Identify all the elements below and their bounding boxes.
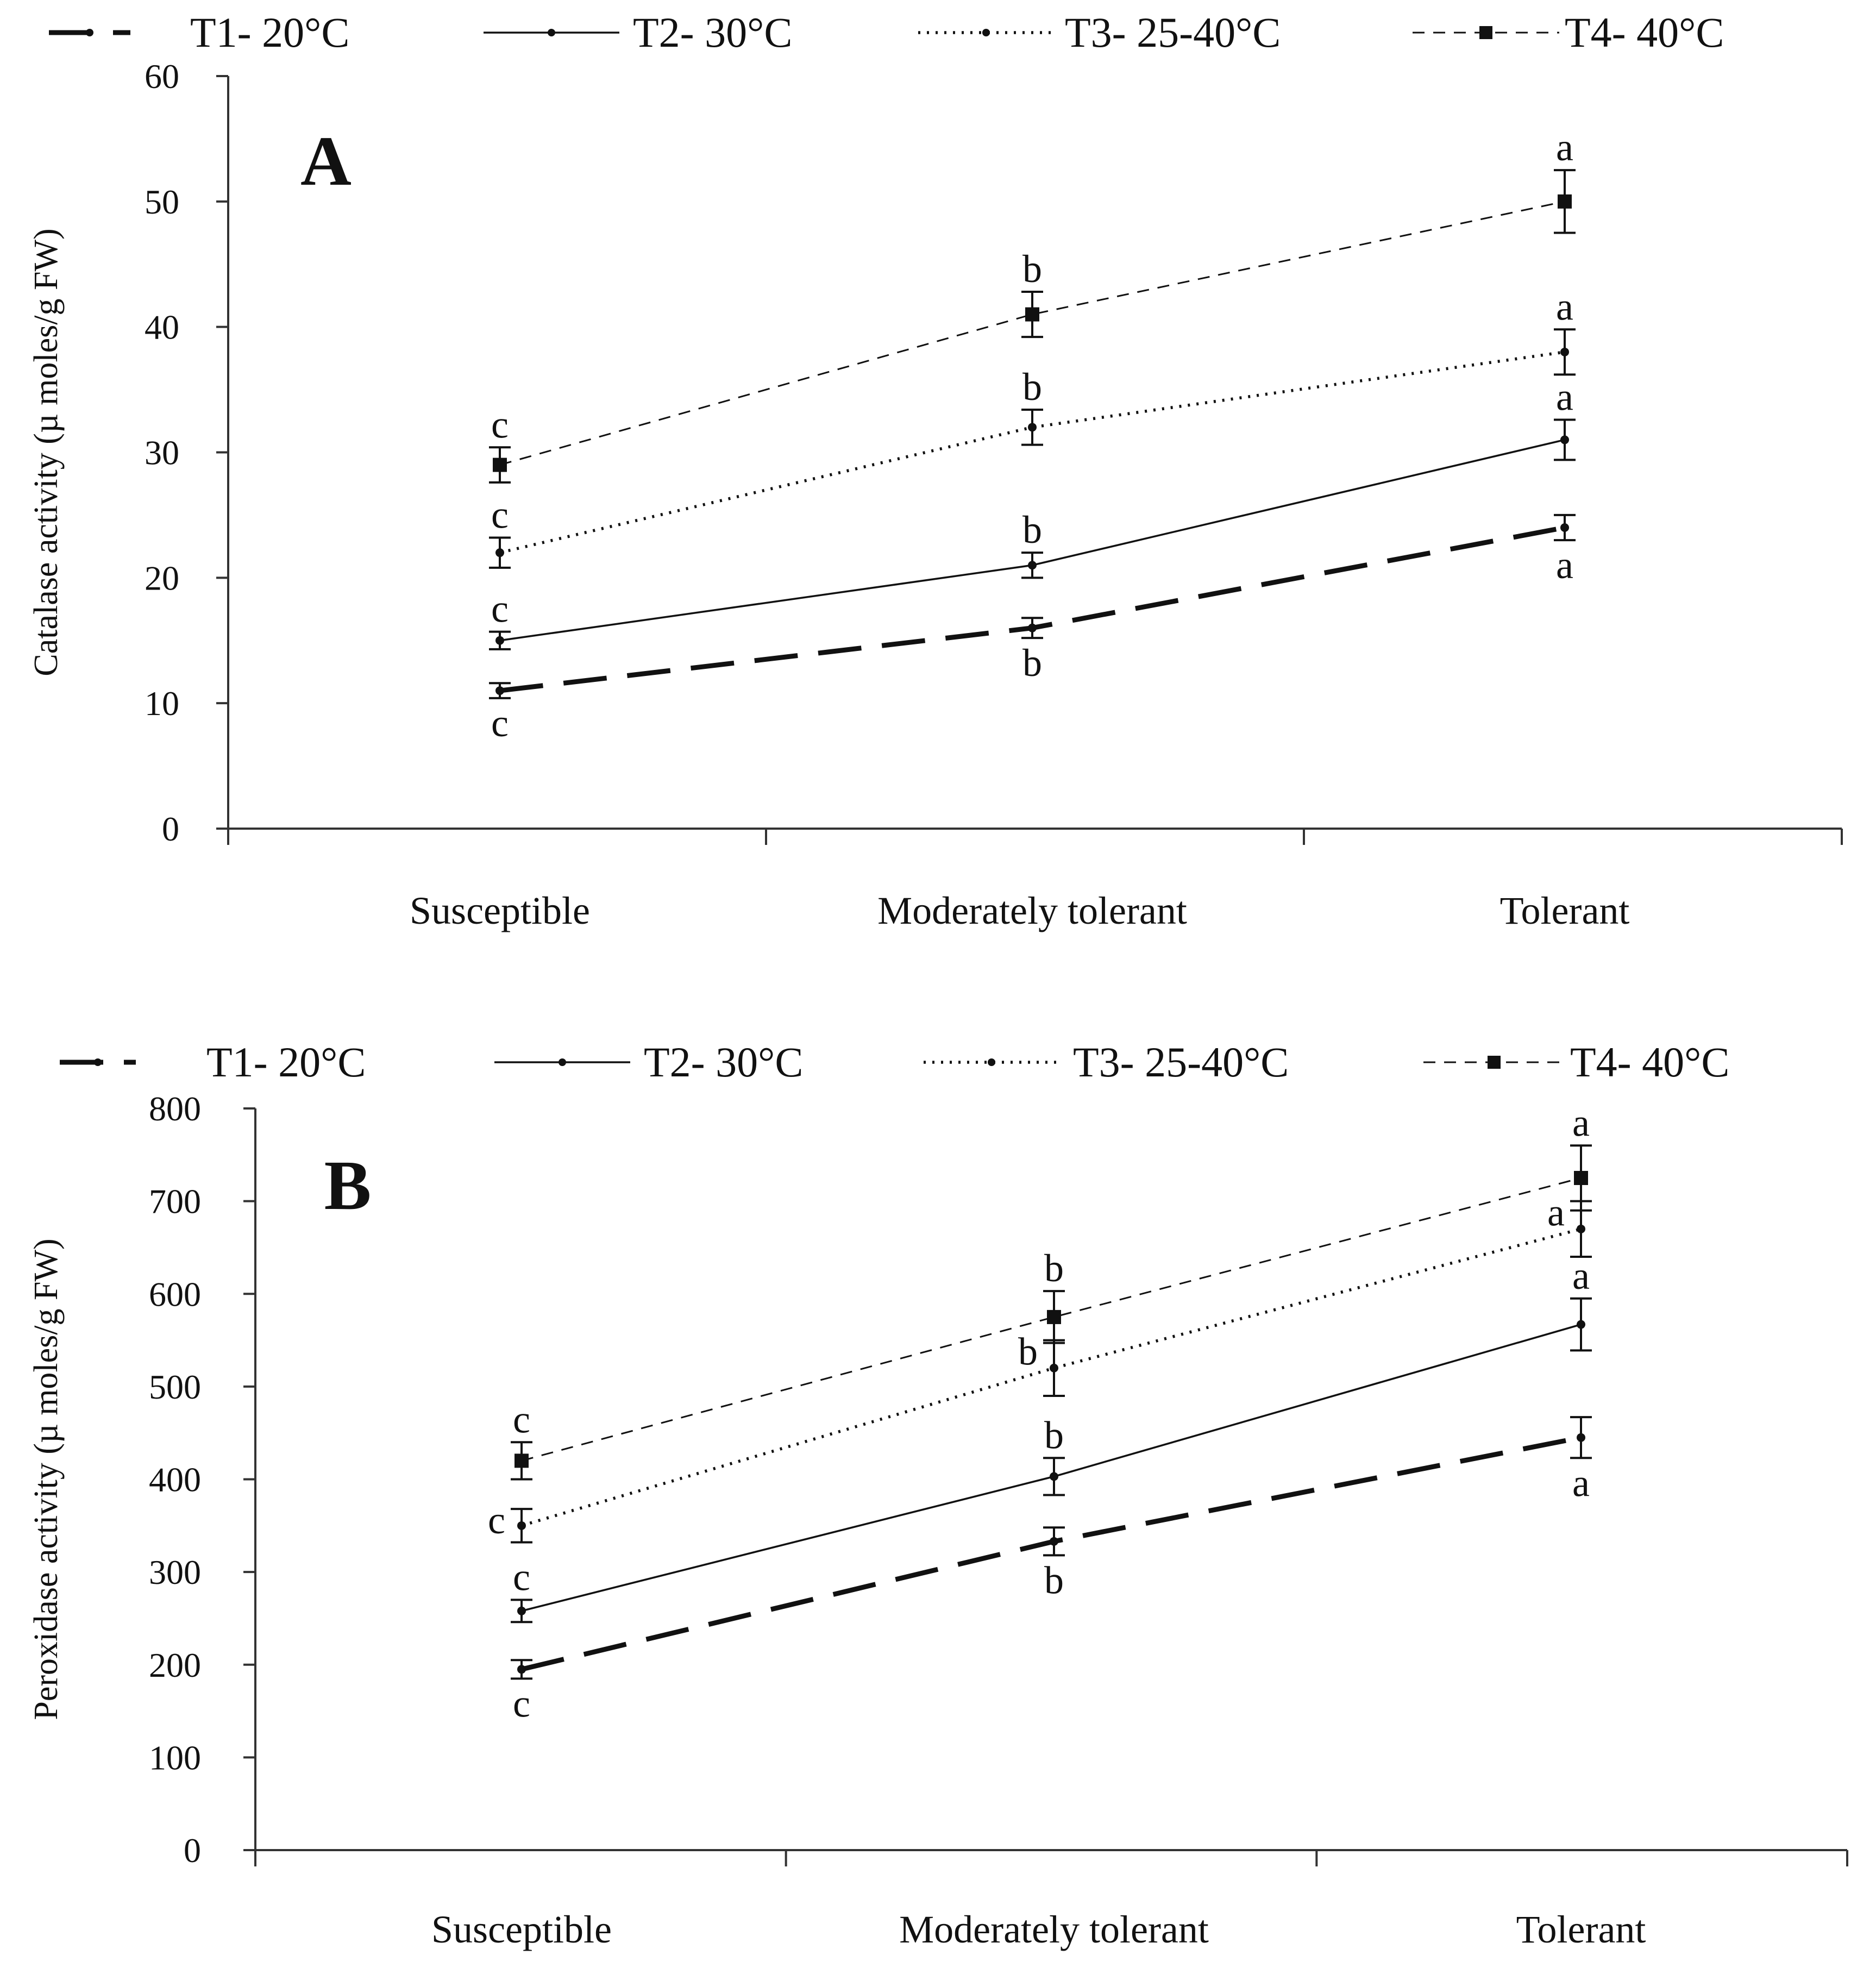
panel-b-chart: 0 100 200 300 400 500 600 700 800 Susceptible Mode…: [28, 1038, 1848, 1951]
significance-letter: a: [1556, 126, 1573, 169]
x-category-label: Moderately tolerant: [877, 889, 1187, 932]
y-tick-label: 0: [162, 810, 179, 848]
significance-letter: a: [1572, 1461, 1590, 1505]
legend-label: T4- 40°C: [1570, 1038, 1729, 1086]
data-point: [517, 1665, 526, 1674]
y-tick-label: 60: [145, 57, 179, 96]
y-tick-label: 500: [149, 1368, 201, 1406]
panel-b-letter: B: [324, 1146, 372, 1225]
data-point: [1028, 623, 1037, 632]
significance-letter: c: [488, 1499, 505, 1542]
y-tick-label: 40: [145, 308, 179, 347]
significance-letter: b: [1044, 1246, 1064, 1290]
significance-letter: b: [1022, 365, 1042, 409]
data-point: [1050, 1472, 1058, 1481]
data-point: [1560, 347, 1569, 356]
data-point: [1028, 423, 1037, 432]
data-point: [1574, 1170, 1588, 1185]
legend-label: T4- 40°C: [1565, 9, 1724, 56]
significance-letter: b: [1044, 1558, 1064, 1602]
y-tick-label: 100: [149, 1738, 201, 1777]
y-tick-label: 10: [145, 684, 179, 723]
legend-label: T3- 25-40°C: [1073, 1038, 1289, 1086]
legend-label: T1- 20°C: [190, 9, 349, 56]
legend-marker: [1488, 1056, 1501, 1069]
significance-letter: c: [513, 1682, 530, 1725]
panel-a-letter: A: [300, 122, 352, 200]
y-tick-label: 600: [149, 1275, 201, 1313]
legend-marker: [982, 29, 990, 36]
significance-letter: b: [1018, 1330, 1038, 1374]
significance-letter: b: [1044, 1413, 1064, 1457]
data-point: [1577, 1320, 1585, 1329]
data-point: [515, 1453, 529, 1468]
significance-letter: c: [513, 1398, 530, 1441]
significance-letter: a: [1572, 1254, 1590, 1298]
significance-letter: a: [1556, 375, 1573, 418]
significance-letter: a: [1547, 1191, 1565, 1234]
y-tick-label: 700: [149, 1182, 201, 1221]
legend-marker: [1479, 26, 1492, 39]
y-tick-label: 800: [149, 1089, 201, 1128]
legend-marker: [94, 1058, 102, 1066]
data-point: [517, 1606, 526, 1615]
y-tick-label: 200: [149, 1646, 201, 1684]
y-tick-label: 0: [184, 1831, 201, 1870]
data-point: [495, 636, 504, 645]
data-point: [1025, 307, 1039, 322]
significance-letter: c: [491, 493, 509, 536]
data-point: [1047, 1309, 1061, 1324]
legend-label: T3- 25-40°C: [1065, 9, 1281, 56]
data-point: [1050, 1363, 1058, 1373]
y-axis-title: Catalase activity (µ moles/g FW): [28, 228, 65, 676]
significance-letter: c: [513, 1555, 530, 1599]
significance-letter: b: [1022, 247, 1042, 291]
y-tick-label: 20: [145, 559, 179, 597]
legend-marker: [559, 1058, 566, 1066]
y-tick-label: 50: [145, 183, 179, 221]
data-point: [493, 458, 507, 472]
y-tick-label: 300: [149, 1553, 201, 1591]
significance-letter: a: [1556, 285, 1573, 328]
legend-label: T2- 30°C: [644, 1038, 803, 1086]
data-point: [1577, 1433, 1585, 1442]
series-line: [499, 350, 1565, 554]
significance-letter: b: [1022, 641, 1042, 685]
data-point: [495, 686, 504, 695]
data-point: [517, 1521, 526, 1530]
data-point: [1560, 523, 1569, 532]
data-point: [1028, 561, 1037, 570]
y-axis-title: Peroxidase activity (µ moles/g FW): [28, 1238, 65, 1720]
data-point: [1050, 1537, 1058, 1546]
series-line: [521, 1177, 1582, 1462]
x-category-label: Moderately tolerant: [899, 1908, 1209, 1951]
significance-letter: c: [491, 587, 509, 631]
data-point: [1577, 1224, 1585, 1233]
legend-marker: [86, 29, 93, 36]
legend-marker: [548, 29, 555, 36]
legend-label: T1- 20°C: [206, 1038, 366, 1086]
data-point: [495, 548, 504, 557]
significance-letter: b: [1022, 508, 1042, 552]
panel-a-chart: 0 10 20 30 40 50 60 Susceptible Moderately toler…: [28, 9, 1843, 932]
significance-letter: a: [1556, 543, 1573, 587]
significance-letter: c: [491, 701, 509, 745]
y-tick-label: 30: [145, 434, 179, 472]
series-line: [499, 200, 1565, 466]
x-category-label: Susceptible: [410, 889, 590, 932]
legend-label: T2- 30°C: [633, 9, 792, 56]
legend-marker: [988, 1058, 995, 1066]
y-tick-label: 400: [149, 1461, 201, 1499]
data-point: [1558, 194, 1572, 209]
x-category-label: Tolerant: [1516, 1908, 1646, 1951]
x-category-label: Tolerant: [1500, 889, 1630, 932]
significance-letter: a: [1572, 1101, 1590, 1144]
significance-letter: c: [491, 403, 509, 446]
x-category-label: Susceptible: [431, 1908, 612, 1951]
data-point: [1560, 435, 1569, 444]
